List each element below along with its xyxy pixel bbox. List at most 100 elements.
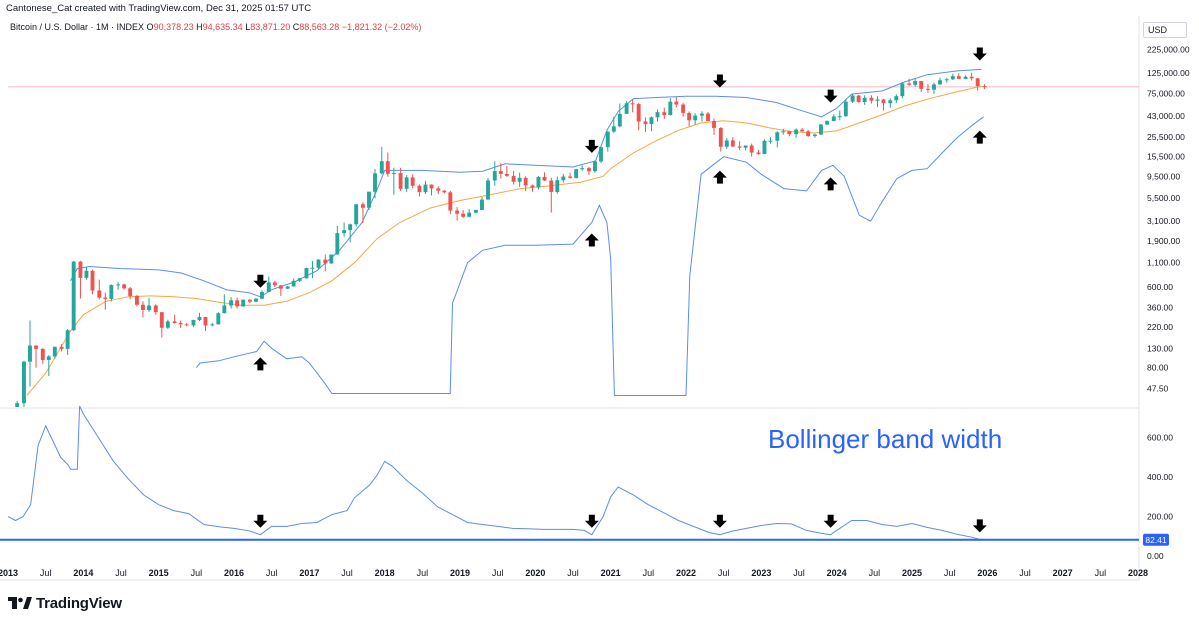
candle-body <box>706 113 710 122</box>
candle-body <box>894 96 899 101</box>
candle-body <box>285 286 290 289</box>
candle-body <box>467 212 472 217</box>
bbw-title: Bollinger band width <box>768 424 1002 454</box>
candle-body <box>888 100 893 104</box>
candle-body <box>812 134 817 137</box>
candle-body <box>568 176 573 178</box>
price-tick-label: 5,500.00 <box>1147 193 1180 203</box>
symbol-name: Bitcoin / U.S. Dollar · 1M · INDEX <box>10 22 145 32</box>
candle-body <box>153 305 158 313</box>
candle-body <box>461 213 466 217</box>
time-tick-label: 2027 <box>1053 568 1073 578</box>
price-tick-label: 130.00 <box>1147 343 1173 353</box>
time-tick-label: Jul <box>869 568 881 578</box>
candle-body <box>342 230 347 234</box>
bbw-tick-label: 600.00 <box>1147 433 1173 443</box>
open-label: O <box>146 22 154 32</box>
candle-body <box>605 131 610 148</box>
price-tick-label: 43,000.00 <box>1147 111 1185 121</box>
candle-body <box>417 185 422 193</box>
candle-body <box>730 140 735 147</box>
candle-body <box>52 346 57 357</box>
tradingview-logo[interactable]: TradingView <box>8 594 122 612</box>
candle-body <box>938 80 942 85</box>
candle-body <box>141 304 145 310</box>
squeeze-down-arrow <box>823 89 838 103</box>
candle-body <box>819 124 823 135</box>
candle-body <box>498 171 503 174</box>
candle-body <box>21 361 26 404</box>
candle-body <box>881 99 886 104</box>
currency-button[interactable]: USD <box>1143 22 1187 38</box>
candle-body <box>843 101 848 117</box>
candle-body <box>743 145 748 148</box>
time-tick-label: Jul <box>341 568 353 578</box>
bbw-down-arrow <box>712 514 727 528</box>
candle-body <box>950 76 955 80</box>
squeeze-down-arrow <box>584 139 599 153</box>
price-tick-label: 220.00 <box>1147 322 1173 332</box>
candle-body <box>781 131 786 133</box>
candle-body <box>963 76 968 79</box>
candle-body <box>762 140 767 155</box>
candle-body <box>40 348 45 360</box>
time-tick-label: 2024 <box>827 568 847 578</box>
candle-body <box>794 129 799 135</box>
candle-body <box>455 210 460 214</box>
time-tick-label: 2022 <box>676 568 696 578</box>
candle-body <box>278 285 283 289</box>
candle-body <box>900 83 905 97</box>
candle-body <box>442 190 447 193</box>
chart-credit: Cantonese_Cat created with TradingView.c… <box>6 3 312 14</box>
low-value: 83,871.20 <box>250 22 291 32</box>
candle-body <box>260 291 264 299</box>
close-label: C <box>292 22 300 32</box>
candle-body <box>856 95 861 103</box>
candle-body <box>385 161 390 174</box>
candle-body <box>636 104 641 122</box>
time-tick-label: 2028 <box>1128 568 1148 578</box>
candle-body <box>687 112 692 121</box>
close-value: 88,563.28 <box>299 22 340 32</box>
candle-body <box>391 173 396 175</box>
candle-body <box>46 356 51 360</box>
candle-body <box>542 176 547 181</box>
candle-body <box>266 282 271 292</box>
time-tick-label: Jul <box>1095 568 1107 578</box>
time-tick-label: 2015 <box>149 568 169 578</box>
candle-body <box>323 259 328 264</box>
squeeze-up-arrow <box>584 233 599 247</box>
candle-body <box>624 103 629 114</box>
candle-body <box>611 126 616 132</box>
time-tick-label: 2019 <box>450 568 470 578</box>
price-tick-label: 75,000.00 <box>1147 89 1185 99</box>
bbw-tick-label: 200.00 <box>1147 512 1173 522</box>
price-tick-label: 80.00 <box>1147 363 1169 373</box>
candle-body <box>693 115 698 121</box>
squeeze-down-arrow <box>253 274 268 288</box>
candle-body <box>806 131 811 137</box>
bbw-level-badge <box>1143 533 1169 546</box>
bollinger-upper-band <box>70 68 982 298</box>
bbw-down-arrow <box>972 519 987 533</box>
candle-body <box>800 129 805 132</box>
time-tick-label: Jul <box>492 568 504 578</box>
candle-body <box>555 180 560 193</box>
candle-body <box>354 204 359 225</box>
candle-body <box>649 117 654 125</box>
candle-body <box>291 280 296 287</box>
candle-body <box>932 84 936 90</box>
candle-body <box>850 95 855 102</box>
candle-body <box>360 204 365 208</box>
candle-body <box>655 112 660 118</box>
candle-body <box>775 132 780 141</box>
candle-body <box>724 140 729 147</box>
candle-body <box>549 180 554 193</box>
candle-body <box>28 345 32 362</box>
candle-body <box>65 330 70 349</box>
time-tick-label: Jul <box>40 568 52 578</box>
candle-body <box>373 173 377 192</box>
high-value: 94,635.34 <box>202 22 243 32</box>
candle-body <box>335 233 340 255</box>
